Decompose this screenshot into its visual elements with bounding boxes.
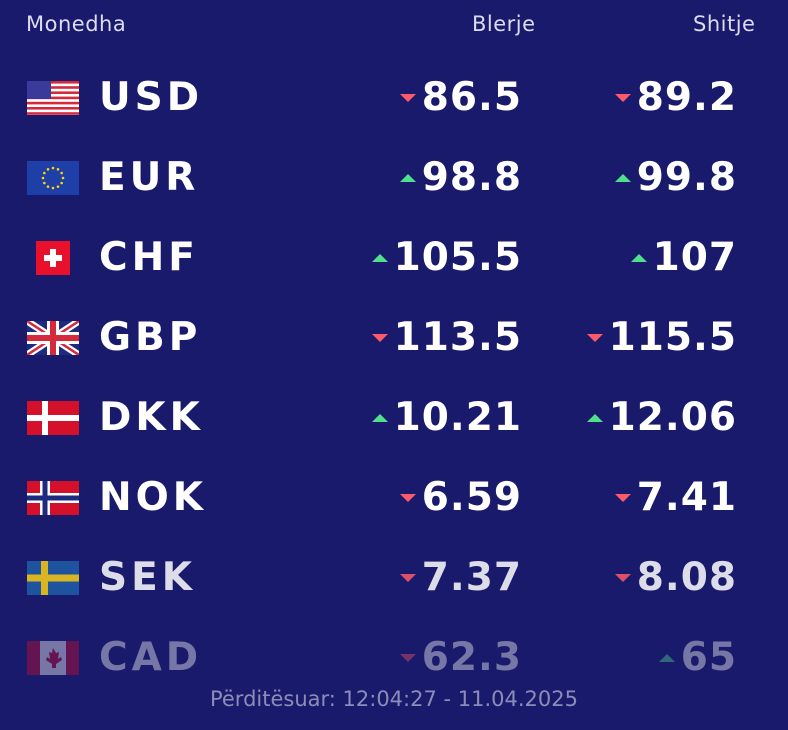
trend-down-arrow xyxy=(614,574,631,582)
sell-cell: 7.41 xyxy=(614,475,737,520)
header-sell: Shitje xyxy=(693,12,756,36)
trend-down-arrow xyxy=(399,654,416,662)
buy-cell: 6.59 xyxy=(399,475,522,520)
currency-row: USD 86.5 89.2 xyxy=(0,58,788,138)
flag-icon xyxy=(27,481,79,515)
buy-cell: 105.5 xyxy=(371,235,522,280)
flag-icon xyxy=(27,561,79,595)
sell-cell: 8.08 xyxy=(614,555,737,600)
trend-up-arrow xyxy=(399,174,416,182)
trend-down-arrow xyxy=(614,494,631,502)
trend-down-arrow xyxy=(399,94,416,102)
sell-cell: 12.06 xyxy=(586,395,737,440)
trend-down-arrow xyxy=(371,334,388,342)
flag-icon xyxy=(27,401,79,435)
currency-row: SEK 7.37 8.08 xyxy=(0,538,788,618)
sell-rate: 107 xyxy=(652,235,737,280)
buy-cell: 113.5 xyxy=(371,315,522,360)
currency-row: CAD 62.3 65 xyxy=(0,618,788,698)
flag-icon xyxy=(27,641,79,675)
buy-cell: 10.21 xyxy=(371,395,522,440)
currency-code: DKK xyxy=(99,395,204,440)
currency-code: EUR xyxy=(99,155,200,200)
sell-rate: 7.41 xyxy=(636,475,737,520)
currency-code: USD xyxy=(99,75,204,120)
header-currency: Monedha xyxy=(26,12,127,36)
trend-up-arrow xyxy=(630,254,647,262)
sell-rate: 8.08 xyxy=(636,555,737,600)
sell-cell: 65 xyxy=(658,635,737,680)
currency-code: CHF xyxy=(99,235,199,280)
sell-rate: 89.2 xyxy=(636,75,737,120)
sell-cell: 99.8 xyxy=(614,155,737,200)
flag-icon xyxy=(27,81,79,115)
sell-cell: 107 xyxy=(630,235,737,280)
header-buy: Blerje xyxy=(472,12,536,36)
currency-row: CHF 105.5 107 xyxy=(0,218,788,298)
buy-rate: 7.37 xyxy=(421,555,522,600)
trend-down-arrow xyxy=(614,94,631,102)
trend-up-arrow xyxy=(371,254,388,262)
trend-up-arrow xyxy=(586,414,603,422)
buy-rate: 86.5 xyxy=(421,75,522,120)
sell-rate: 12.06 xyxy=(608,395,737,440)
flag-icon xyxy=(27,161,79,195)
buy-rate: 10.21 xyxy=(393,395,522,440)
buy-rate: 105.5 xyxy=(393,235,522,280)
buy-cell: 98.8 xyxy=(399,155,522,200)
currency-row: GBP 113.5 115.5 xyxy=(0,298,788,378)
trend-up-arrow xyxy=(658,654,675,662)
currency-row: EUR 98.8 99.8 xyxy=(0,138,788,218)
buy-cell: 7.37 xyxy=(399,555,522,600)
trend-down-arrow xyxy=(586,334,603,342)
currency-code: GBP xyxy=(99,315,202,360)
buy-cell: 62.3 xyxy=(399,635,522,680)
buy-rate: 6.59 xyxy=(421,475,522,520)
buy-cell: 86.5 xyxy=(399,75,522,120)
trend-down-arrow xyxy=(399,494,416,502)
flag-icon xyxy=(27,321,79,355)
sell-cell: 89.2 xyxy=(614,75,737,120)
currency-row: NOK 6.59 7.41 xyxy=(0,458,788,538)
sell-rate: 65 xyxy=(680,635,737,680)
sell-cell: 115.5 xyxy=(586,315,737,360)
buy-rate: 113.5 xyxy=(393,315,522,360)
trend-down-arrow xyxy=(399,574,416,582)
footer-updated: Përditësuar: 12:04:27 - 11.04.2025 xyxy=(209,687,579,711)
currency-code: SEK xyxy=(99,555,196,600)
sell-rate: 115.5 xyxy=(608,315,737,360)
trend-up-arrow xyxy=(371,414,388,422)
sell-rate: 99.8 xyxy=(636,155,737,200)
currency-code: CAD xyxy=(99,635,203,680)
currency-code: NOK xyxy=(99,475,208,520)
buy-rate: 98.8 xyxy=(421,155,522,200)
trend-up-arrow xyxy=(614,174,631,182)
buy-rate: 62.3 xyxy=(421,635,522,680)
currency-row: DKK 10.21 12.06 xyxy=(0,378,788,458)
flag-icon xyxy=(36,241,70,275)
